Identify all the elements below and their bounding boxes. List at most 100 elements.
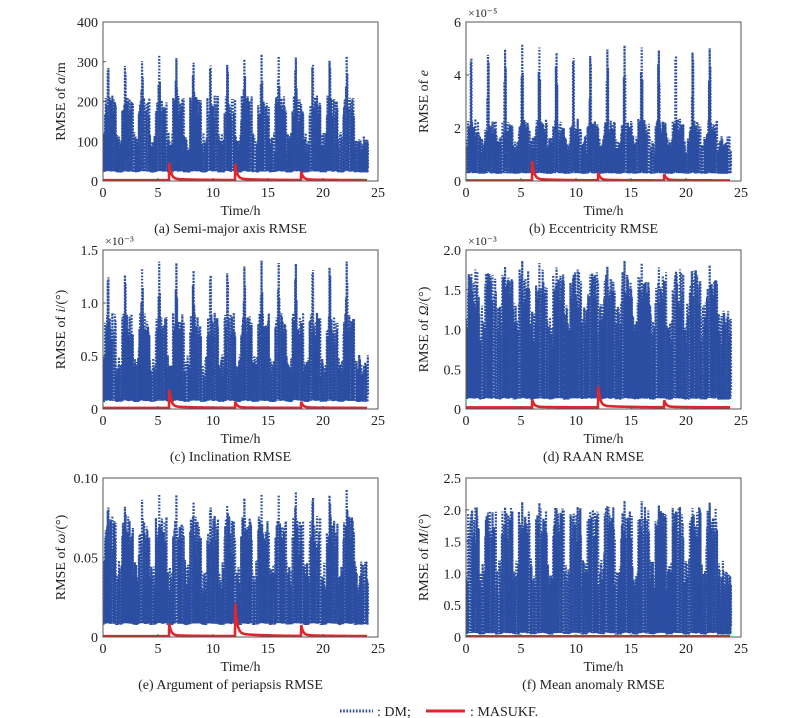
x-tick-label: 5 (155, 186, 162, 201)
panel-caption: (a) Semi-major axis RMSE (154, 222, 307, 237)
x-tick-label: 0 (463, 414, 470, 429)
y-axis-label: RMSE of Ω/(°) (417, 286, 432, 372)
y-axis-label-prefix: RMSE of (54, 543, 69, 600)
y-axis-label-variable: ω (54, 533, 69, 543)
y-axis-label-prefix: RMSE of (417, 316, 432, 373)
y-axis-label-variable: i (54, 308, 69, 312)
x-tick-label: 15 (261, 414, 275, 429)
panel-e: 0 5 10 15 20 25 0 0.05 0.10 Time/h RMSE of ω/(°) (e… (54, 472, 385, 693)
dm-series-line (466, 44, 733, 174)
panel-caption: (d) RAAN RMSE (543, 450, 644, 465)
x-tick-label: 0 (463, 642, 470, 657)
legend: : DM; : MASUKF. (340, 705, 538, 718)
y-tick-label: 0 (454, 631, 461, 646)
plot-frame (465, 21, 742, 182)
x-tick-label: 25 (371, 186, 385, 201)
panel-caption: (e) Argument of periapsis RMSE (138, 678, 323, 693)
y-axis-label-prefix: RMSE of (417, 544, 432, 601)
y-axis-label-prefix: RMSE of (54, 312, 69, 369)
plot-frame (102, 249, 379, 410)
x-axis-label: Time/h (221, 204, 261, 219)
y-tick-label: 1.0 (444, 324, 462, 339)
y-axis-label: RMSE of e (417, 70, 432, 133)
x-tick-label: 20 (316, 414, 330, 429)
x-tick-label: 0 (463, 186, 470, 201)
legend-masukf-label: : MASUKF. (470, 705, 538, 718)
y-axis-label-unit: /(°) (54, 514, 69, 533)
dm-series-line (103, 54, 370, 173)
x-tick-label: 20 (316, 186, 330, 201)
panel-caption: (f) Mean anomaly RMSE (522, 678, 665, 693)
y-tick-label: 100 (77, 135, 98, 150)
x-tick-label: 10 (206, 186, 220, 201)
y-exponent-label: ×10⁻³ (468, 234, 497, 248)
y-tick-label: 0 (91, 403, 98, 418)
y-tick-label: 2.0 (444, 244, 462, 259)
x-tick-label: 5 (518, 642, 525, 657)
y-tick-label: 300 (77, 56, 98, 71)
y-axis-label-unit: /m (54, 62, 69, 77)
y-axis-label: RMSE of a/m (54, 62, 69, 141)
y-tick-label: 0.05 (74, 552, 99, 567)
x-tick-label: 20 (679, 186, 693, 201)
x-tick-label: 10 (569, 186, 583, 201)
y-tick-label: 2.5 (444, 472, 462, 487)
x-tick-label: 5 (155, 414, 162, 429)
plot-frame (465, 477, 742, 638)
y-tick-label: 0 (91, 631, 98, 646)
y-tick-label: 1.0 (81, 297, 99, 312)
x-tick-label: 25 (371, 414, 385, 429)
dm-series-line (466, 260, 733, 400)
x-tick-label: 25 (734, 186, 748, 201)
x-tick-label: 10 (206, 642, 220, 657)
x-tick-label: 0 (100, 414, 107, 429)
y-axis-label-unit: /(°) (417, 286, 432, 305)
y-tick-label: 1.5 (81, 244, 99, 259)
y-tick-label: 2 (454, 122, 461, 137)
x-tick-label: 25 (734, 642, 748, 657)
x-tick-label: 25 (371, 642, 385, 657)
x-tick-label: 10 (569, 642, 583, 657)
y-tick-label: 0.5 (444, 599, 462, 614)
x-tick-label: 25 (734, 414, 748, 429)
y-tick-label: 0.5 (81, 350, 99, 365)
y-exponent-label: ×10⁻³ (105, 234, 134, 248)
y-tick-label: 0.5 (444, 363, 462, 378)
x-tick-label: 15 (261, 186, 275, 201)
x-tick-label: 15 (624, 642, 638, 657)
x-tick-label: 10 (569, 414, 583, 429)
y-tick-label: 1.0 (444, 567, 462, 582)
y-axis-label-prefix: RMSE of (417, 76, 432, 133)
x-tick-label: 5 (518, 414, 525, 429)
y-axis-label: RMSE of ω/(°) (54, 514, 69, 600)
y-tick-label: 4 (454, 69, 461, 84)
panel-a: 0 5 10 15 20 25 0 100 200 300 400 Time/h RMSE of a/m… (54, 16, 385, 237)
x-tick-label: 20 (679, 414, 693, 429)
y-axis-label-prefix: RMSE of (54, 84, 69, 141)
y-tick-label: 200 (77, 96, 98, 111)
x-axis-label: Time/h (584, 432, 624, 447)
y-tick-label: 6 (454, 16, 461, 31)
x-tick-label: 0 (100, 186, 107, 201)
x-tick-label: 15 (261, 642, 275, 657)
x-tick-label: 5 (518, 186, 525, 201)
y-tick-label: 0 (454, 175, 461, 190)
y-axis-label-variable: M (417, 531, 432, 545)
panel-caption: (b) Eccentricity RMSE (529, 222, 658, 237)
x-tick-label: 15 (624, 414, 638, 429)
y-axis-label-variable: a (54, 77, 69, 84)
y-tick-label: 1.5 (444, 536, 462, 551)
panel-c: 0 5 10 15 20 25 0 0.5 1.0 1.5 ×10⁻³ Time/h RMSE of i… (54, 234, 385, 465)
y-axis-label-variable: e (417, 70, 432, 76)
y-tick-label: 0.10 (74, 472, 99, 487)
legend-dm-label: : DM; (377, 705, 411, 718)
y-axis-label-unit: /(°) (54, 289, 69, 308)
panel-b: 0 5 10 15 20 25 0 2 4 6 ×10⁻⁵ Time/h RMSE of e (b) Ec… (417, 6, 748, 237)
x-axis-label: Time/h (584, 660, 624, 675)
y-axis-label-variable: Ω (417, 305, 432, 315)
x-tick-label: 20 (679, 642, 693, 657)
panel-caption: (c) Inclination RMSE (170, 450, 291, 465)
dm-series-line (103, 260, 370, 403)
x-tick-label: 20 (316, 642, 330, 657)
y-exponent-label: ×10⁻⁵ (468, 6, 497, 20)
